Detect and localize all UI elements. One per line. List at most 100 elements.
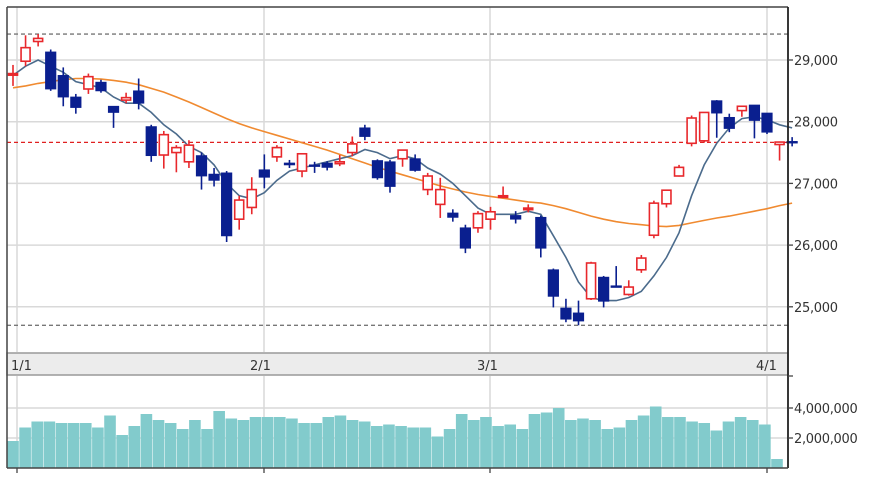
price-tick-label: 29,000 <box>794 54 838 69</box>
moving-averages <box>12 59 793 302</box>
volume-bar <box>589 420 601 468</box>
candle <box>221 171 233 243</box>
volume-bar <box>674 417 686 468</box>
volume-bar <box>92 427 104 468</box>
volume-bar <box>31 421 44 468</box>
candle <box>786 137 798 147</box>
date-tick-label: 2/1 <box>250 359 271 374</box>
grid-lines <box>7 7 788 468</box>
candle <box>623 280 635 296</box>
volume-bar <box>140 414 153 468</box>
candle <box>133 78 145 110</box>
volume-bar <box>237 420 250 468</box>
candle <box>472 211 484 233</box>
volume-bar <box>516 429 529 468</box>
candle <box>485 206 496 230</box>
candle <box>459 224 472 254</box>
volume-bar <box>686 421 698 468</box>
candle <box>598 275 610 308</box>
candle <box>246 177 258 215</box>
volume-bar <box>225 418 238 468</box>
candle <box>572 300 585 326</box>
volume-bar <box>395 426 407 468</box>
candle <box>447 209 459 222</box>
volume-bar <box>310 423 322 468</box>
volume-bar <box>504 424 517 468</box>
candle <box>711 100 723 138</box>
volume-bar <box>383 424 395 468</box>
volume-bar <box>613 427 626 468</box>
volume-bar <box>431 436 444 468</box>
candle <box>233 195 245 230</box>
volume-bar <box>213 411 225 468</box>
candle <box>661 189 672 208</box>
volume-bar <box>346 420 359 468</box>
volume-bar <box>468 420 480 468</box>
candle <box>20 35 31 67</box>
date-tick-label: 3/1 <box>477 359 498 374</box>
candle <box>171 145 182 173</box>
volume-bar <box>565 420 577 468</box>
candle <box>32 34 44 47</box>
volume-bar <box>55 423 68 468</box>
reference-lines <box>7 33 788 326</box>
volume-bar <box>19 427 31 468</box>
candle <box>422 172 434 196</box>
candle <box>686 115 697 147</box>
candle <box>736 105 748 117</box>
candle <box>158 130 170 169</box>
volume-bar <box>371 426 383 468</box>
volume-bar <box>249 417 262 468</box>
volume-bar <box>746 420 759 468</box>
volume-bar <box>649 406 662 468</box>
volume-bar <box>176 429 189 468</box>
candle <box>748 104 761 139</box>
volume-bar <box>286 418 298 468</box>
volume-bar <box>67 423 80 468</box>
volume-bar <box>771 459 783 468</box>
candle <box>371 159 384 180</box>
volume-bar <box>322 417 335 468</box>
volume-bar <box>104 415 116 468</box>
candle <box>510 211 522 224</box>
candle <box>145 124 157 162</box>
chart-frame <box>6 6 793 473</box>
volume-bar <box>601 429 614 468</box>
volume-bars <box>7 406 783 468</box>
volume-bar <box>7 441 19 468</box>
volume-bar <box>116 435 128 468</box>
volume-bar <box>79 423 92 468</box>
volume-tick-label: 4,000,000 <box>794 402 857 417</box>
candle <box>308 161 321 173</box>
candle <box>560 298 572 323</box>
candle <box>296 152 308 178</box>
candle <box>107 105 120 128</box>
volume-bar <box>698 423 711 468</box>
volume-bar <box>492 426 504 468</box>
volume-bar <box>443 429 456 468</box>
candles <box>7 34 798 326</box>
candle <box>648 200 660 239</box>
volume-tick-label: 2,000,000 <box>794 432 857 447</box>
volume-bar <box>528 414 541 468</box>
short-moving-average-line <box>12 59 793 302</box>
volume-bar <box>540 412 553 468</box>
price-tick-label: 27,000 <box>794 177 838 192</box>
candle <box>636 254 647 273</box>
candle <box>208 167 220 187</box>
volume-bar <box>152 420 165 468</box>
candle <box>610 266 622 288</box>
volume-bar <box>577 418 589 468</box>
volume-bar <box>455 414 468 468</box>
candle <box>183 140 195 168</box>
candle <box>57 67 69 107</box>
volume-bar <box>552 408 565 468</box>
volume-bar <box>759 424 771 468</box>
volume-bar <box>298 423 310 468</box>
candle <box>761 112 773 135</box>
candle <box>95 79 107 93</box>
axis-labels: 29,000 28,000 27,000 26,000 25,000 4,000,000 2… <box>11 54 858 447</box>
candle <box>409 154 421 172</box>
volume-bar <box>637 415 650 468</box>
candle <box>83 73 94 94</box>
